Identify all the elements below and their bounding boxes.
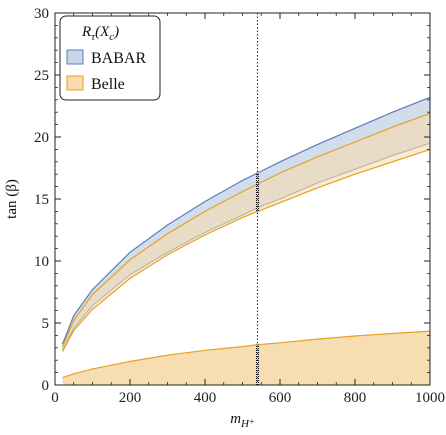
legend: Rτ(Xc) BABAR Belle <box>59 15 161 101</box>
legend-title-part: R <box>81 24 91 40</box>
band-1-area <box>62 113 430 352</box>
vertical-line-layer <box>255 13 260 385</box>
y-tick-label: 30 <box>34 6 49 22</box>
legend-title-part: τ <box>91 31 96 43</box>
legend-title-part: c <box>109 31 114 43</box>
ticks-layer: 0 200 400 600 800 1000 0 5 10 15 20 25 30 <box>34 6 445 406</box>
y-tick-label: 20 <box>34 130 49 146</box>
x-axis-label-main: m <box>230 411 241 427</box>
legend-box <box>59 15 161 101</box>
x-tick-label: 0 <box>51 390 59 406</box>
legend-title-part: ) <box>113 24 119 40</box>
y-tick-label: 0 <box>42 378 50 394</box>
bands-layer <box>61 96 431 385</box>
y-tick-label: 25 <box>34 68 49 84</box>
legend-title-part: (X <box>95 24 110 40</box>
legend-swatch-belle <box>66 75 84 91</box>
x-axis-label: mH⁺ <box>230 411 255 430</box>
band-2-upper-edge <box>62 330 431 379</box>
band-2-area <box>62 331 430 385</box>
hatched-segment-0 <box>255 172 260 212</box>
y-tick-label: 15 <box>34 192 49 208</box>
legend-title: Rτ(Xc) <box>81 24 119 43</box>
x-axis-label-sub: H⁺ <box>240 418 255 430</box>
legend-label-babar: BABAR <box>91 50 146 67</box>
hatched-segment-1 <box>255 344 260 385</box>
x-tick-label: 600 <box>269 390 292 406</box>
y-tick-label: 10 <box>34 254 49 270</box>
y-tick-label: 5 <box>42 316 50 332</box>
x-tick-label: 1000 <box>415 390 445 406</box>
y-axis-label: tan (β) <box>4 179 20 219</box>
x-tick-label: 800 <box>344 390 367 406</box>
band-0-upper-edge <box>61 96 431 345</box>
legend-label-belle: Belle <box>91 76 125 93</box>
band-0-lower-edge <box>61 142 431 351</box>
band-1-lower-edge <box>61 148 431 352</box>
x-tick-label: 400 <box>194 390 217 406</box>
x-tick-label: 200 <box>119 390 142 406</box>
legend-swatch-babar <box>66 49 84 65</box>
band-1-upper-edge <box>61 112 431 347</box>
